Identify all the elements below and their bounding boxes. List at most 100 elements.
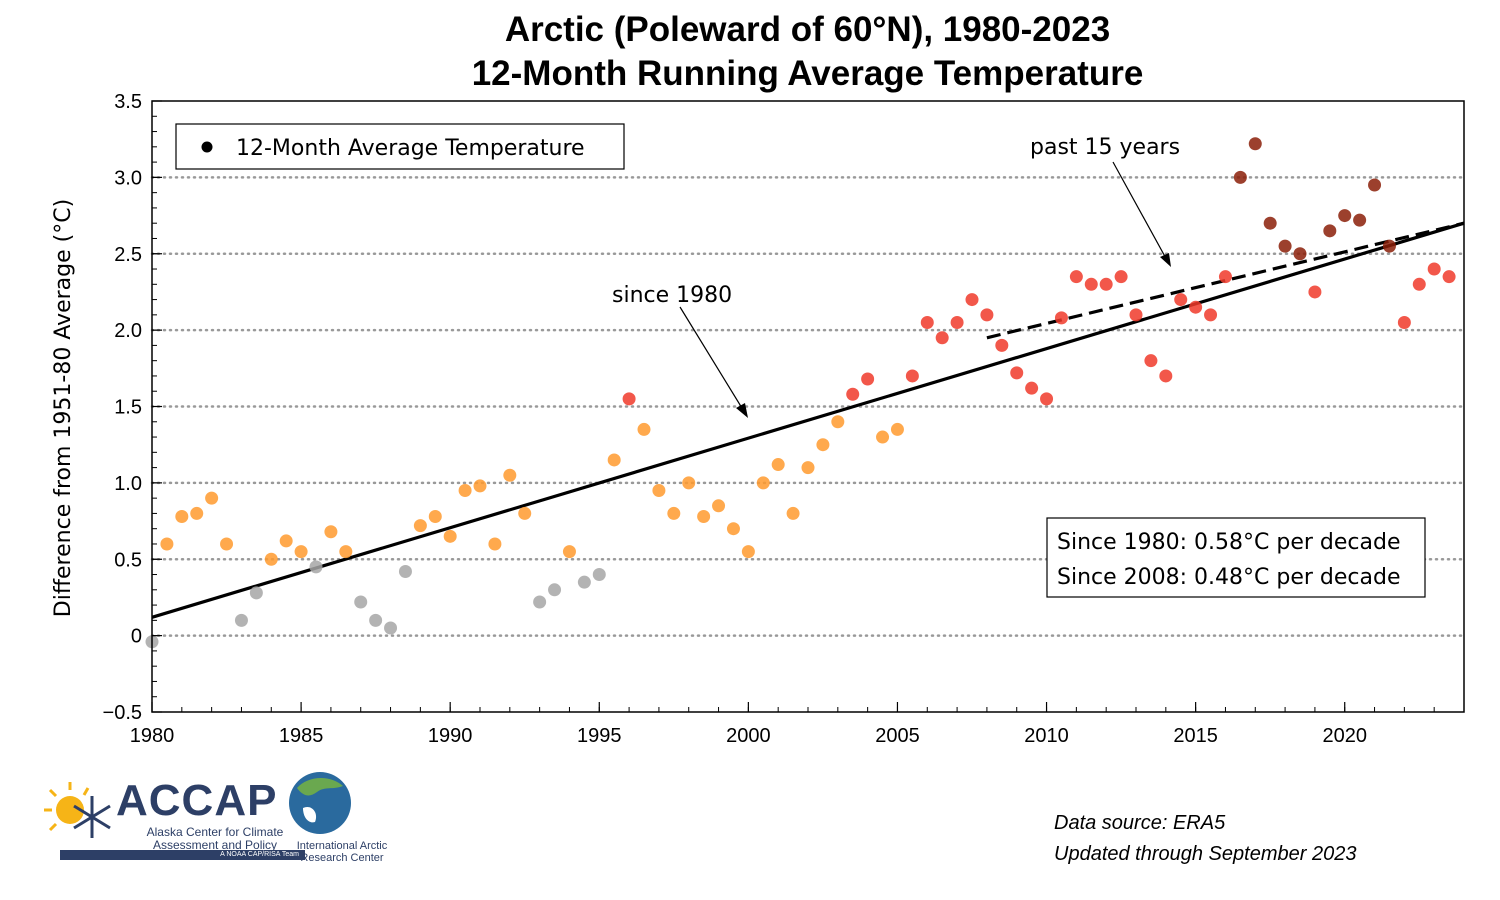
data-point xyxy=(458,484,472,498)
data-point xyxy=(175,509,189,523)
legend-marker xyxy=(201,141,213,153)
source-line1: Data source: ERA5 xyxy=(1054,812,1226,834)
data-point xyxy=(1054,311,1068,325)
data-point xyxy=(965,293,979,307)
x-tick-label: 2015 xyxy=(1173,725,1218,747)
data-point xyxy=(905,369,919,383)
source-line2: Updated through September 2023 xyxy=(1054,843,1357,865)
data-point xyxy=(1308,285,1322,299)
y-tick-label: −0.5 xyxy=(103,702,142,724)
data-point xyxy=(1189,300,1203,314)
annotation-since-1980: since 1980 xyxy=(612,283,732,308)
data-point xyxy=(741,545,755,559)
data-point xyxy=(324,525,338,539)
y-tick-label: 0.5 xyxy=(114,549,142,571)
data-point xyxy=(1040,392,1054,406)
x-tick-label: 2005 xyxy=(875,725,920,747)
data-point xyxy=(562,545,576,559)
x-tick-label: 1980 xyxy=(130,725,175,747)
data-point xyxy=(667,506,681,520)
data-point xyxy=(428,509,442,523)
data-point xyxy=(1382,239,1396,253)
data-point xyxy=(652,484,666,498)
arrow-since-1980 xyxy=(679,306,746,414)
data-point xyxy=(1010,366,1024,380)
data-point xyxy=(831,415,845,429)
data-point xyxy=(1427,262,1441,276)
data-point xyxy=(771,458,785,472)
data-point xyxy=(1218,270,1232,284)
data-source-note: Data source: ERA5 Updated through Septem… xyxy=(1054,808,1356,870)
data-point xyxy=(160,537,174,551)
data-point xyxy=(682,476,696,490)
y-tick-label: 3.0 xyxy=(114,167,142,189)
data-point xyxy=(1069,270,1083,284)
data-point xyxy=(1293,247,1307,261)
data-point xyxy=(1412,277,1426,291)
data-point xyxy=(592,568,606,582)
x-tick-label: 2020 xyxy=(1322,725,1367,747)
data-point xyxy=(190,506,204,520)
data-point xyxy=(1204,308,1218,322)
axis-ticks: −0.5 0 0.5 1.0 1.5 2.0 2.5 3.0 3.5 1980 1985 1990 19… xyxy=(103,91,1465,747)
data-point xyxy=(205,491,219,505)
data-point xyxy=(234,613,248,627)
x-tick-label: 1990 xyxy=(428,725,473,747)
data-point xyxy=(473,479,487,493)
y-tick-label: 3.5 xyxy=(114,91,142,113)
y-tick-label: 1.5 xyxy=(114,397,142,419)
data-point xyxy=(1084,277,1098,291)
data-point xyxy=(995,338,1009,352)
data-point xyxy=(518,506,532,520)
grid-lines xyxy=(150,176,1466,637)
data-point xyxy=(294,545,308,559)
data-point xyxy=(1353,213,1367,227)
data-point xyxy=(1323,224,1337,238)
data-point xyxy=(1174,293,1188,307)
data-point xyxy=(1442,270,1456,284)
data-point xyxy=(413,519,427,533)
x-tick-label: 2000 xyxy=(726,725,771,747)
data-point xyxy=(1338,209,1352,223)
data-point xyxy=(398,564,412,578)
data-point xyxy=(726,522,740,536)
data-point xyxy=(712,499,726,513)
logos: ACCAP Alaska Center for Climate Assessme… xyxy=(40,768,400,868)
data-point xyxy=(756,476,770,490)
data-point xyxy=(1278,239,1292,253)
data-point xyxy=(577,575,591,589)
arrowhead-past-15-years xyxy=(1160,253,1171,267)
data-point xyxy=(637,422,651,436)
data-point xyxy=(220,537,234,551)
trend-box-line1: Since 1980: 0.58°C per decade xyxy=(1057,530,1401,555)
data-point xyxy=(876,430,890,444)
data-point xyxy=(816,438,830,452)
x-tick-label: 1995 xyxy=(577,725,622,747)
annotation-past-15-years: past 15 years xyxy=(1030,135,1180,160)
data-point xyxy=(1263,216,1277,230)
data-point xyxy=(354,595,368,609)
data-point xyxy=(1129,308,1143,322)
y-axis-label: Difference from 1951-80 Average (°C) xyxy=(51,199,76,617)
data-point xyxy=(920,315,934,329)
data-point xyxy=(1025,381,1039,395)
accap-logo-text: ACCAP xyxy=(116,776,278,825)
y-tick-label: 1.0 xyxy=(114,473,142,495)
data-point xyxy=(801,461,815,475)
arrowhead-since-1980 xyxy=(736,403,748,418)
data-point xyxy=(369,613,383,627)
chart-title-line2: 12-Month Running Average Temperature xyxy=(471,54,1144,93)
data-point xyxy=(1248,137,1262,151)
y-tick-label: 0 xyxy=(131,626,142,648)
data-point xyxy=(339,545,353,559)
data-point xyxy=(309,560,323,574)
data-point xyxy=(1099,277,1113,291)
data-point xyxy=(1114,270,1128,284)
data-point xyxy=(384,621,398,635)
iarc-logo-text: International Arctic Research Center xyxy=(296,840,388,864)
legend-label: 12-Month Average Temperature xyxy=(236,136,585,161)
trend-line-since-1980 xyxy=(151,221,1465,619)
accap-tagline: A NOAA CAP/RISA Team xyxy=(60,850,305,860)
data-point xyxy=(697,509,711,523)
y-tick-label: 2.0 xyxy=(114,320,142,342)
